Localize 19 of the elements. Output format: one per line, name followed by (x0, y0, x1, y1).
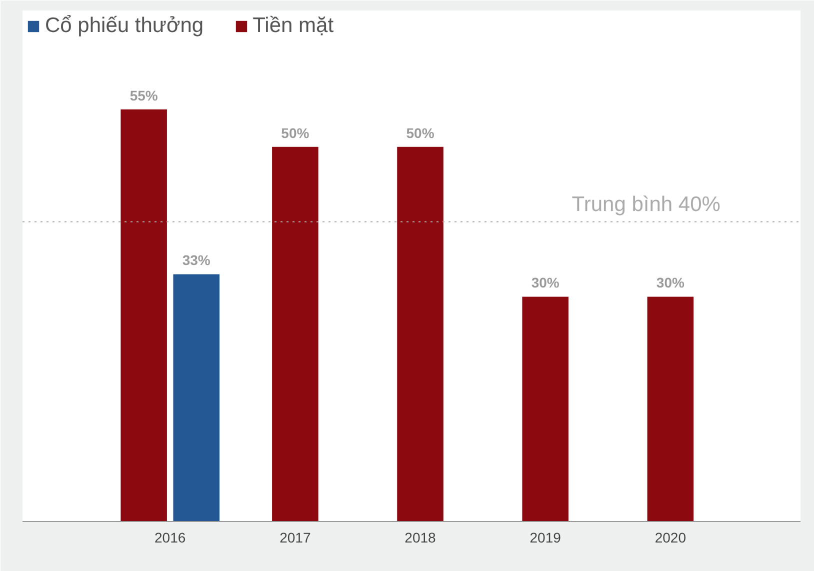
bar (522, 296, 568, 522)
bar (173, 274, 220, 522)
legend-label: Tiền mặt (252, 14, 334, 38)
bar (272, 146, 318, 522)
legend-label: Cổ phiếu thưởng (45, 14, 204, 38)
data-label: 30% (531, 274, 560, 291)
x-tick-label: 2016 (154, 530, 186, 546)
data-label: 50% (406, 124, 435, 141)
data-label: 33% (182, 252, 211, 268)
x-tick-label: 2018 (404, 530, 436, 546)
ref-line-label: Trung bình 40% (572, 192, 720, 216)
x-tick-label: 2020 (654, 530, 686, 546)
x-tick-label: 2019 (530, 530, 562, 546)
data-label: 55% (130, 87, 158, 104)
bar (397, 146, 444, 522)
data-label: 30% (656, 274, 685, 291)
bar (647, 296, 694, 522)
data-label: 50% (281, 124, 310, 141)
x-tick-label: 2017 (280, 530, 311, 546)
